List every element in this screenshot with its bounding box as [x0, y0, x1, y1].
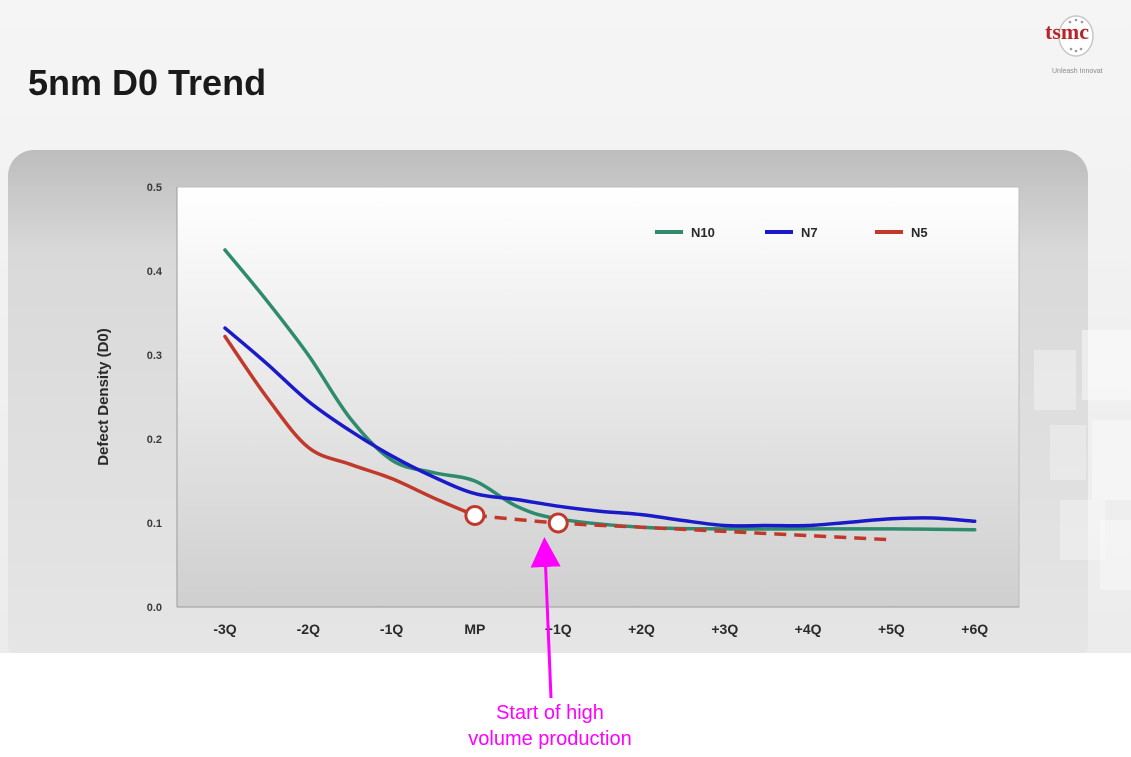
data-marker-plus1q	[547, 512, 569, 534]
x-tick-label: -2Q	[297, 621, 320, 637]
series-line-n7	[223, 326, 977, 528]
x-tick-label: -3Q	[213, 621, 236, 637]
data-marker-mp	[464, 504, 486, 526]
x-tick-label: +5Q	[878, 621, 905, 637]
x-tick-label: -1Q	[380, 621, 403, 637]
markers	[464, 504, 569, 534]
y-tick-label: 0.3	[147, 350, 162, 362]
x-tick-label: +1Q	[545, 621, 572, 637]
x-tick-label: +2Q	[628, 621, 655, 637]
series-line-n10	[223, 248, 977, 532]
decorative-squares	[1034, 330, 1131, 590]
tsmc-logo	[1058, 15, 1094, 57]
annotation-arrow	[530, 537, 561, 699]
series-line-n5	[223, 334, 477, 518]
x-tick-label: MP	[464, 621, 485, 637]
y-tick-label: 0.1	[147, 518, 162, 530]
y-axis-label: Defect Density (D0)	[95, 328, 112, 466]
slide-title: 5nm D0 Trend	[28, 62, 267, 103]
plot-area	[176, 186, 1020, 608]
x-ticks: -3Q -2Q -1Q MP +1Q +2Q +3Q +4Q +5Q +6Q	[213, 621, 988, 637]
y-tick-label: 0.2	[147, 434, 162, 446]
logo-wordmark: tsmc	[1045, 19, 1089, 44]
y-tick-label: 0.0	[147, 602, 162, 614]
annotation-line-2: volume production	[468, 728, 632, 750]
legend: N10 N7 N5	[655, 225, 928, 240]
annotation-line-1: Start of high	[496, 702, 604, 724]
legend-label-n7: N7	[801, 225, 818, 240]
y-ticks: 0.0 0.1 0.2 0.3 0.4 0.5	[147, 182, 163, 614]
x-tick-label: +4Q	[795, 621, 822, 637]
series-lines	[223, 248, 977, 542]
x-tick-label: +3Q	[711, 621, 738, 637]
series-line-n5-projected	[474, 513, 892, 542]
x-tick-label: +6Q	[961, 621, 988, 637]
y-tick-label: 0.5	[147, 182, 162, 194]
legend-label-n5: N5	[911, 225, 928, 240]
legend-label-n10: N10	[691, 225, 715, 240]
logo-tagline: Unleash Innovat	[1052, 68, 1103, 75]
y-tick-label: 0.4	[147, 266, 163, 278]
annotation-text: Start of high volume production	[430, 700, 670, 752]
